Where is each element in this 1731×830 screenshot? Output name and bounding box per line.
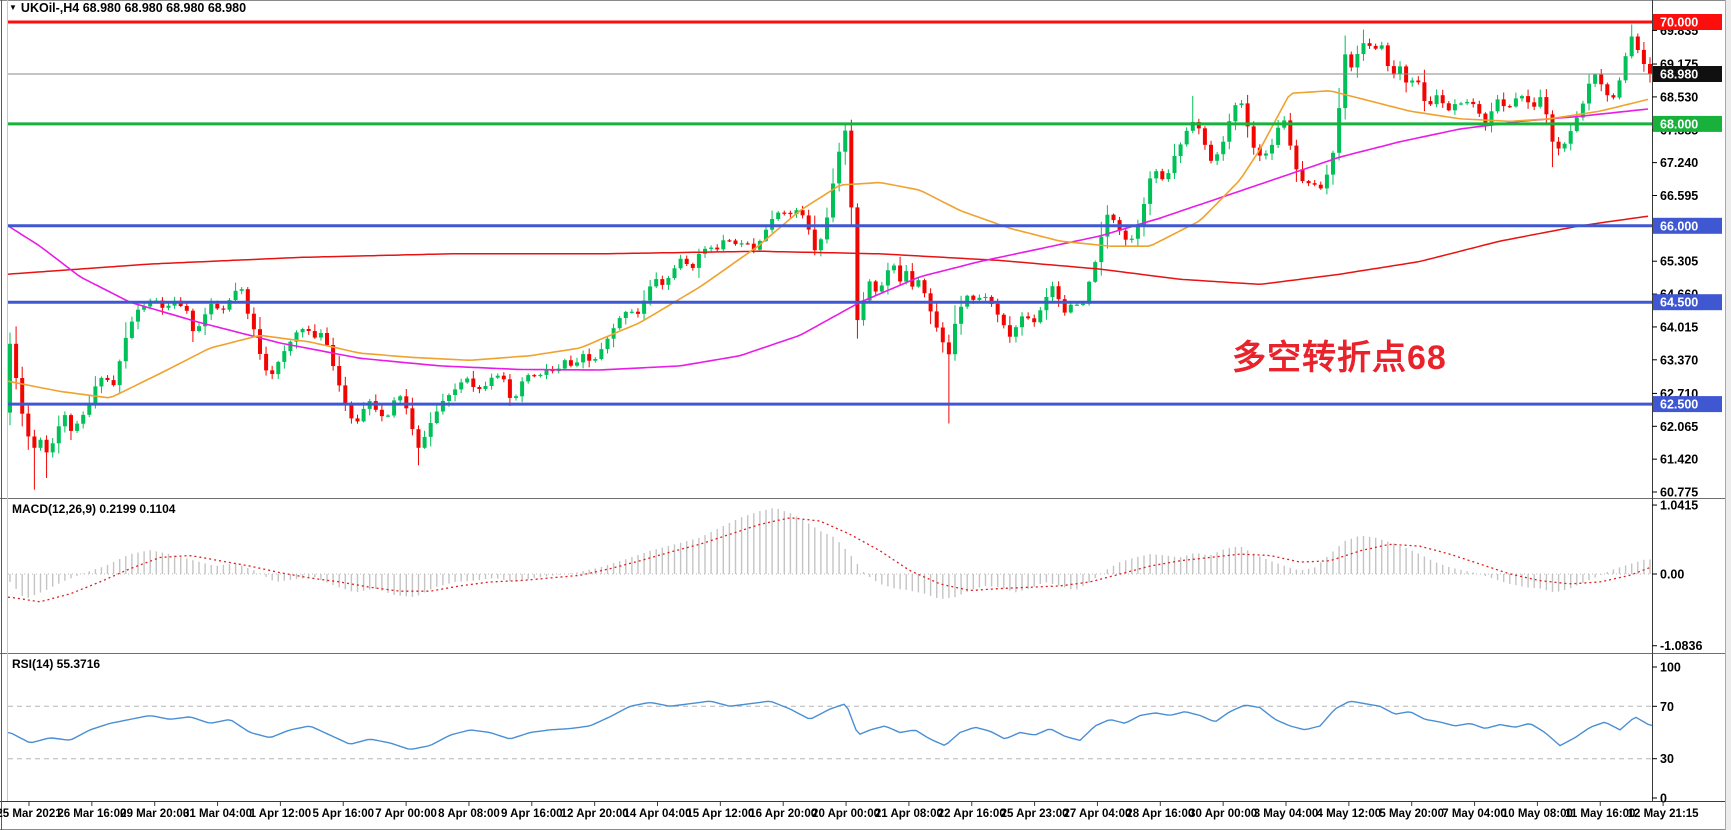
svg-text:27 Apr 04:00: 27 Apr 04:00 [1063, 808, 1131, 820]
svg-text:65.305: 65.305 [1660, 255, 1698, 269]
svg-text:25 Apr 23:00: 25 Apr 23:00 [1001, 808, 1069, 820]
svg-text:62.065: 62.065 [1660, 420, 1698, 434]
svg-text:29 Mar 20:00: 29 Mar 20:00 [120, 808, 189, 820]
svg-text:1.0415: 1.0415 [1660, 499, 1698, 513]
svg-text:22 Apr 16:00: 22 Apr 16:00 [938, 808, 1006, 820]
svg-text:28 Apr 16:00: 28 Apr 16:00 [1126, 808, 1194, 820]
svg-text:-1.0836: -1.0836 [1660, 639, 1702, 653]
moving-averages-layer [7, 90, 1649, 399]
svg-text:12 Apr 20:00: 12 Apr 20:00 [561, 808, 629, 820]
chart-title: UKOil-,H4 68.980 68.980 68.980 68.980 [20, 1, 247, 15]
svg-text:0.00: 0.00 [1660, 568, 1684, 582]
macd-indicator-label: MACD(12,26,9) 0.2199 0.1104 [12, 502, 176, 516]
svg-text:15 Apr 12:00: 15 Apr 12:00 [686, 808, 754, 820]
chart-title-bar: ▼ UKOil-,H4 68.980 68.980 68.980 68.980 [9, 1, 246, 15]
svg-text:66.000: 66.000 [1660, 219, 1698, 233]
level-lines-layer [8, 20, 1652, 406]
svg-text:4 May 12:00: 4 May 12:00 [1317, 808, 1382, 820]
svg-text:31 Mar 04:00: 31 Mar 04:00 [183, 808, 252, 820]
svg-text:12 May 21:15: 12 May 21:15 [1628, 808, 1700, 820]
svg-text:11 May 16:00: 11 May 16:00 [1565, 808, 1635, 820]
svg-text:68.000: 68.000 [1660, 117, 1698, 131]
svg-text:62.500: 62.500 [1660, 398, 1698, 412]
svg-text:68.530: 68.530 [1660, 90, 1698, 104]
svg-text:64.015: 64.015 [1660, 320, 1698, 334]
svg-text:3 May 04:00: 3 May 04:00 [1254, 808, 1319, 820]
svg-text:5 Apr 16:00: 5 Apr 16:00 [312, 808, 374, 820]
svg-text:10 May 08:00: 10 May 08:00 [1502, 808, 1573, 820]
rsi-layer [7, 700, 1653, 760]
svg-text:63.370: 63.370 [1660, 353, 1698, 367]
svg-text:0: 0 [1660, 792, 1667, 806]
svg-text:21 Apr 08:00: 21 Apr 08:00 [875, 808, 943, 820]
svg-text:66.595: 66.595 [1660, 189, 1698, 203]
macd-layer [7, 508, 1653, 603]
svg-text:9 Apr 16:00: 9 Apr 16:00 [501, 808, 563, 820]
svg-text:60.775: 60.775 [1660, 486, 1698, 500]
candles-layer [8, 24, 1652, 490]
svg-text:64.500: 64.500 [1660, 296, 1698, 310]
svg-text:26 Mar 16:00: 26 Mar 16:00 [57, 808, 126, 820]
svg-text:67.240: 67.240 [1660, 156, 1698, 170]
svg-text:1 Apr 12:00: 1 Apr 12:00 [250, 808, 312, 820]
chart-text-annotation: 多空转折点68 [1232, 339, 1447, 377]
svg-text:20 Apr 00:00: 20 Apr 00:00 [812, 808, 880, 820]
svg-text:61.420: 61.420 [1660, 453, 1698, 467]
svg-text:7 May 04:00: 7 May 04:00 [1442, 808, 1507, 820]
svg-text:8 Apr 08:00: 8 Apr 08:00 [438, 808, 500, 820]
svg-text:68.980: 68.980 [1660, 67, 1698, 81]
svg-text:14 Apr 04:00: 14 Apr 04:00 [624, 808, 692, 820]
svg-text:70.000: 70.000 [1660, 16, 1698, 30]
svg-text:5 May 20:00: 5 May 20:00 [1379, 808, 1444, 820]
svg-text:7 Apr 00:00: 7 Apr 00:00 [375, 808, 437, 820]
svg-text:30 Apr 00:00: 30 Apr 00:00 [1189, 808, 1257, 820]
svg-text:25 Mar 2021: 25 Mar 2021 [0, 808, 62, 820]
svg-text:16 Apr 20:00: 16 Apr 20:00 [749, 808, 817, 820]
svg-text:100: 100 [1660, 661, 1681, 675]
rsi-indicator-label: RSI(14) 55.3716 [12, 657, 101, 671]
svg-text:30: 30 [1660, 752, 1674, 766]
svg-text:70: 70 [1660, 700, 1674, 714]
collapse-triangle-icon[interactable]: ▼ [9, 3, 17, 12]
